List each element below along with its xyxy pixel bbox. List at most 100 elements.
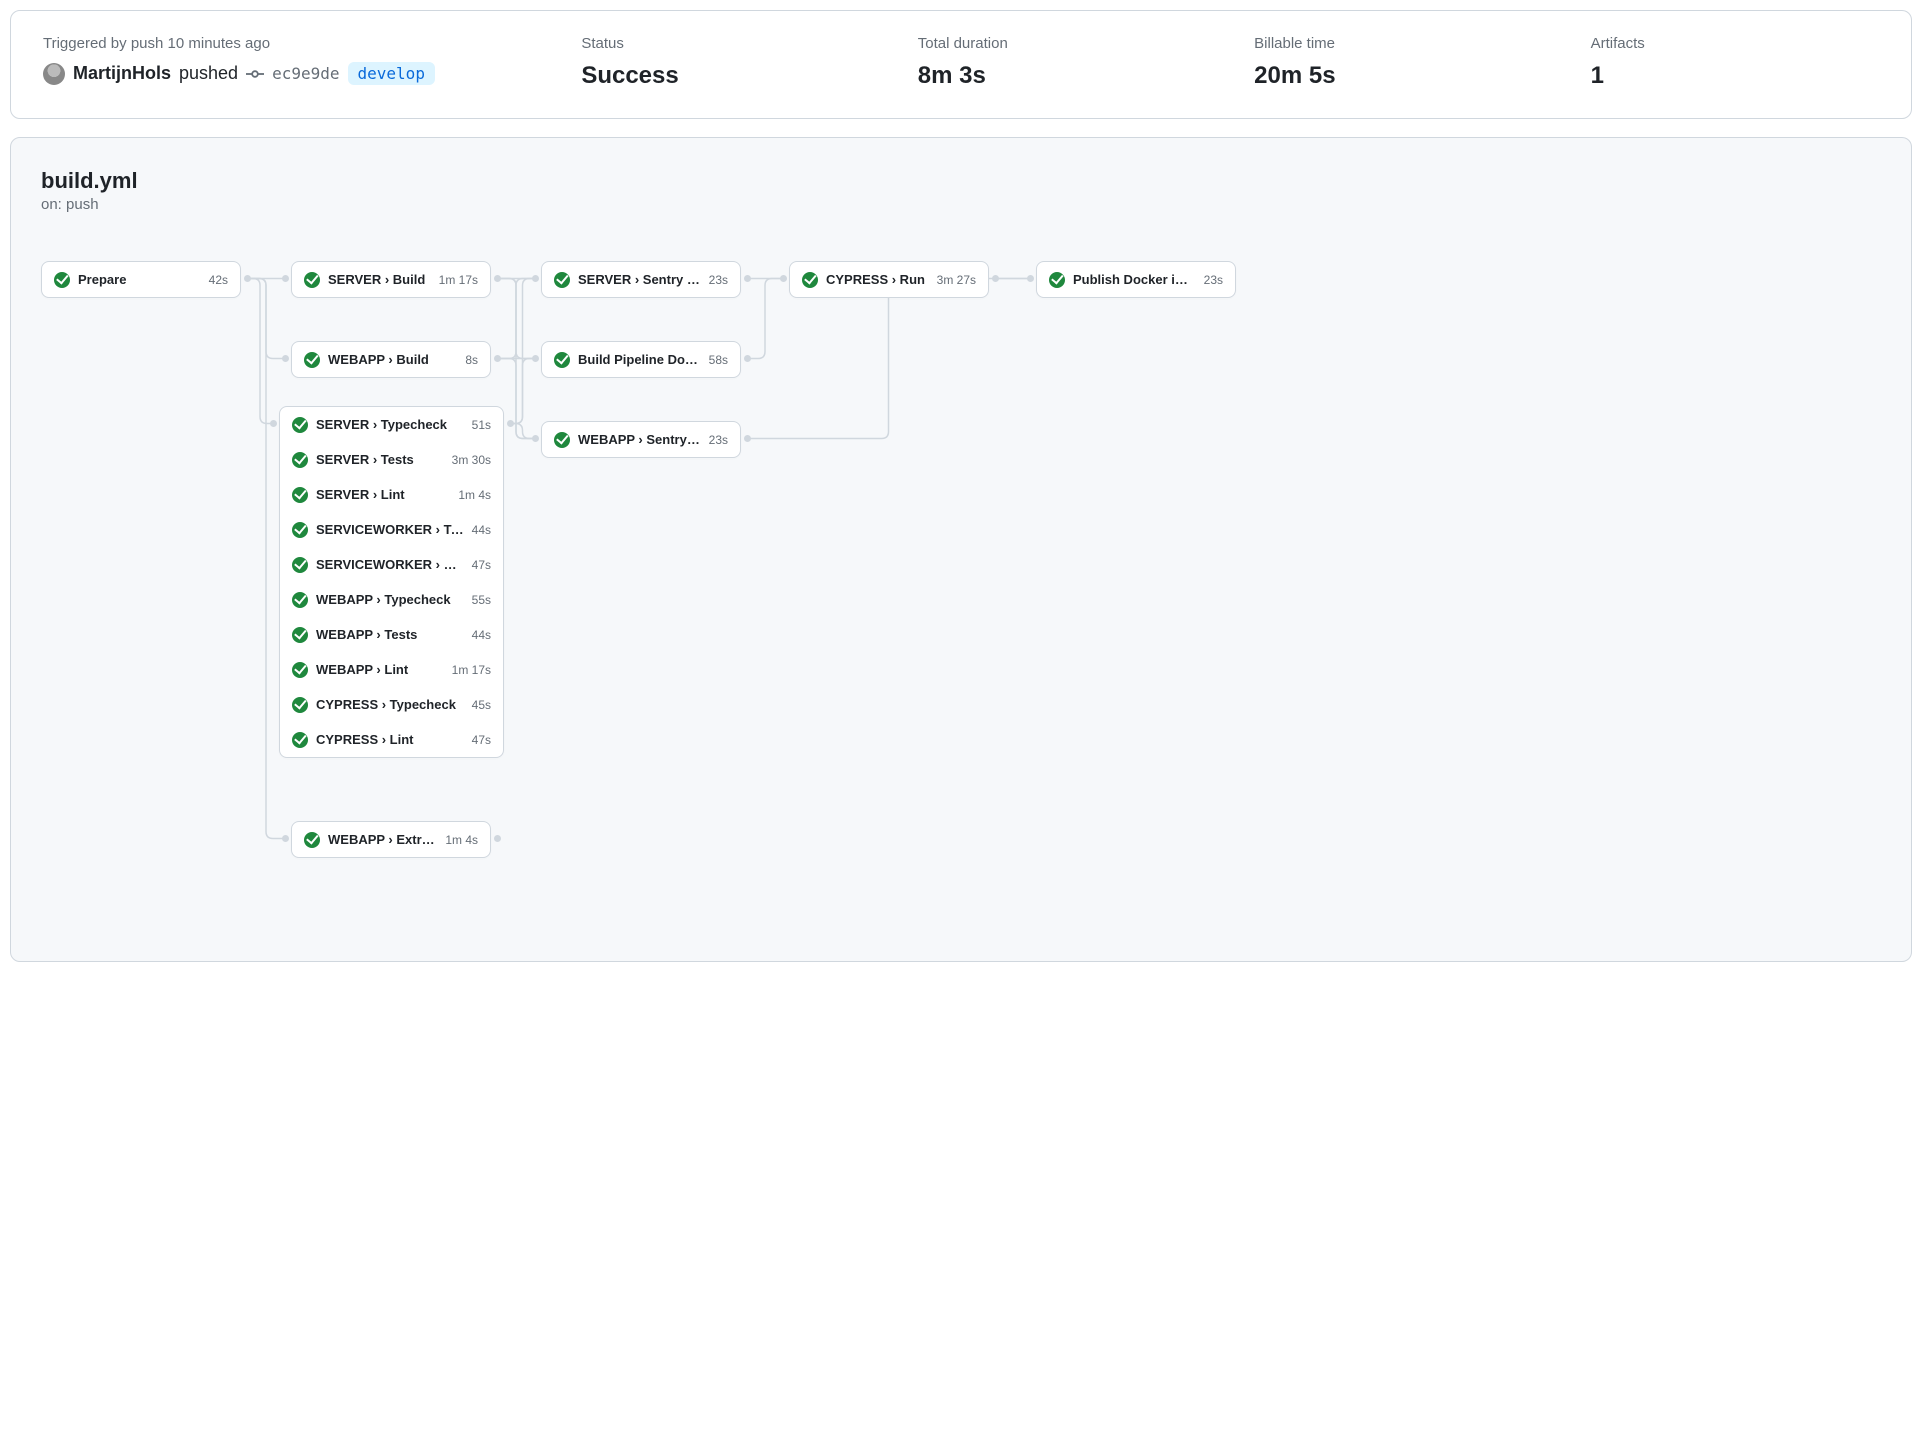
success-check-icon xyxy=(304,352,320,368)
job-card[interactable]: Build Pipeline Docker ima… 58s xyxy=(541,341,741,378)
job-duration: 47s xyxy=(472,558,491,572)
job-duration: 1m 17s xyxy=(452,663,491,677)
commit-sha-link[interactable]: ec9e9de xyxy=(272,64,339,83)
job-row[interactable]: CYPRESS › Run3m 27s xyxy=(790,262,988,297)
job-card[interactable]: WEBAPP › Sentry release 23s xyxy=(541,421,741,458)
summary-trigger-column: Triggered by push 10 minutes ago Martijn… xyxy=(43,35,533,90)
pushed-word: pushed xyxy=(179,63,238,84)
job-row[interactable]: SERVER › Lint 1m 4s xyxy=(280,477,503,512)
connector-dot xyxy=(282,835,289,842)
success-check-icon xyxy=(554,272,570,288)
job-card[interactable]: CYPRESS › Run3m 27s xyxy=(789,261,989,298)
job-duration: 1m 4s xyxy=(458,488,491,502)
job-name: WEBAPP › Extract mes… xyxy=(328,832,437,847)
job-row[interactable]: WEBAPP › Build8s xyxy=(292,342,490,377)
success-check-icon xyxy=(292,522,308,538)
job-card[interactable]: WEBAPP › Build8s xyxy=(291,341,491,378)
connector-dot xyxy=(532,435,539,442)
connector-dot xyxy=(282,355,289,362)
job-name: CYPRESS › Run xyxy=(826,272,929,287)
job-row[interactable]: Publish Docker image 23s xyxy=(1037,262,1235,297)
status-value: Success xyxy=(581,62,869,90)
success-check-icon xyxy=(292,627,308,643)
trigger-line: MartijnHols pushed ec9e9de develop xyxy=(43,62,533,85)
success-check-icon xyxy=(802,272,818,288)
connector-dot xyxy=(270,420,277,427)
job-name: CYPRESS › Lint xyxy=(316,732,464,747)
job-duration: 23s xyxy=(709,433,728,447)
job-name: Build Pipeline Docker ima… xyxy=(578,352,701,367)
success-check-icon xyxy=(304,272,320,288)
job-row[interactable]: Build Pipeline Docker ima… 58s xyxy=(542,342,740,377)
job-row[interactable]: SERVER › Tests3m 30s xyxy=(280,442,503,477)
job-name: SERVER › Lint xyxy=(316,487,450,502)
job-row[interactable]: WEBAPP › Extract mes… 1m 4s xyxy=(292,822,490,857)
job-duration: 58s xyxy=(709,353,728,367)
duration-value[interactable]: 8m 3s xyxy=(918,62,1206,90)
job-name: WEBAPP › Sentry release xyxy=(578,432,701,447)
job-duration: 23s xyxy=(709,273,728,287)
job-duration: 23s xyxy=(1204,273,1223,287)
username-link[interactable]: MartijnHols xyxy=(73,63,171,84)
connector-dot xyxy=(992,275,999,282)
success-check-icon xyxy=(292,662,308,678)
job-card[interactable]: SERVER › Sentry release23s xyxy=(541,261,741,298)
connector-dot xyxy=(1027,275,1034,282)
commit-icon xyxy=(246,65,264,83)
job-name: SERVICEWORKER › Lint xyxy=(316,557,464,572)
summary-status-column: Status Success xyxy=(581,35,869,90)
job-row[interactable]: Prepare 42s xyxy=(42,262,240,297)
job-row[interactable]: CYPRESS › Typecheck45s xyxy=(280,687,503,722)
job-name: WEBAPP › Tests xyxy=(316,627,464,642)
workflow-graph-card: build.yml on: push Prepare42sSERVER › Bu… xyxy=(10,137,1912,962)
job-row[interactable]: SERVICEWORKER › Type…44s xyxy=(280,512,503,547)
job-duration: 45s xyxy=(472,698,491,712)
job-duration: 1m 17s xyxy=(439,273,478,287)
job-card[interactable]: SERVER › Build1m 17s xyxy=(291,261,491,298)
job-row[interactable]: WEBAPP › Typecheck 55s xyxy=(280,582,503,617)
success-check-icon xyxy=(1049,272,1065,288)
status-label: Status xyxy=(581,35,869,52)
artifacts-value[interactable]: 1 xyxy=(1591,62,1879,90)
connector-dot xyxy=(244,275,251,282)
connector-dot xyxy=(744,435,751,442)
job-row[interactable]: SERVICEWORKER › Lint 47s xyxy=(280,547,503,582)
connector-dot xyxy=(532,355,539,362)
job-card[interactable]: WEBAPP › Extract mes… 1m 4s xyxy=(291,821,491,858)
job-row[interactable]: SERVER › Sentry release23s xyxy=(542,262,740,297)
connector-dot xyxy=(494,275,501,282)
job-card[interactable]: Publish Docker image 23s xyxy=(1036,261,1236,298)
summary-artifacts-column: Artifacts 1 xyxy=(1591,35,1879,90)
connector-dot xyxy=(494,355,501,362)
success-check-icon xyxy=(54,272,70,288)
summary-duration-column: Total duration 8m 3s xyxy=(918,35,1206,90)
connector-dot xyxy=(494,835,501,842)
success-check-icon xyxy=(292,417,308,433)
branch-badge[interactable]: develop xyxy=(348,62,435,85)
success-check-icon xyxy=(304,832,320,848)
success-check-icon xyxy=(292,592,308,608)
job-row[interactable]: WEBAPP › Lint1m 17s xyxy=(280,652,503,687)
billable-value[interactable]: 20m 5s xyxy=(1254,62,1542,90)
connector-dot xyxy=(780,275,787,282)
avatar[interactable] xyxy=(43,63,65,85)
job-name: Publish Docker image xyxy=(1073,272,1196,287)
duration-label: Total duration xyxy=(918,35,1206,52)
job-group-card[interactable]: SERVER › Typecheck51sSERVER › Tests3m 30… xyxy=(279,406,504,758)
job-card[interactable]: Prepare 42s xyxy=(41,261,241,298)
job-duration: 42s xyxy=(209,273,228,287)
job-row[interactable]: CYPRESS › Lint47s xyxy=(280,722,503,757)
job-duration: 55s xyxy=(472,593,491,607)
job-row[interactable]: WEBAPP › Tests44s xyxy=(280,617,503,652)
job-duration: 1m 4s xyxy=(445,833,478,847)
workflow-summary: Triggered by push 10 minutes ago Martijn… xyxy=(10,10,1912,119)
job-row[interactable]: SERVER › Build1m 17s xyxy=(292,262,490,297)
job-name: WEBAPP › Typecheck xyxy=(316,592,464,607)
workflow-graph[interactable]: Prepare 42s SERVER › Build1m 17s WEBAPP › B… xyxy=(41,261,1881,901)
job-name: Prepare xyxy=(78,272,201,287)
success-check-icon xyxy=(292,557,308,573)
connector-dot xyxy=(744,355,751,362)
job-name: WEBAPP › Build xyxy=(328,352,457,367)
job-row[interactable]: SERVER › Typecheck51s xyxy=(280,407,503,442)
job-row[interactable]: WEBAPP › Sentry release 23s xyxy=(542,422,740,457)
